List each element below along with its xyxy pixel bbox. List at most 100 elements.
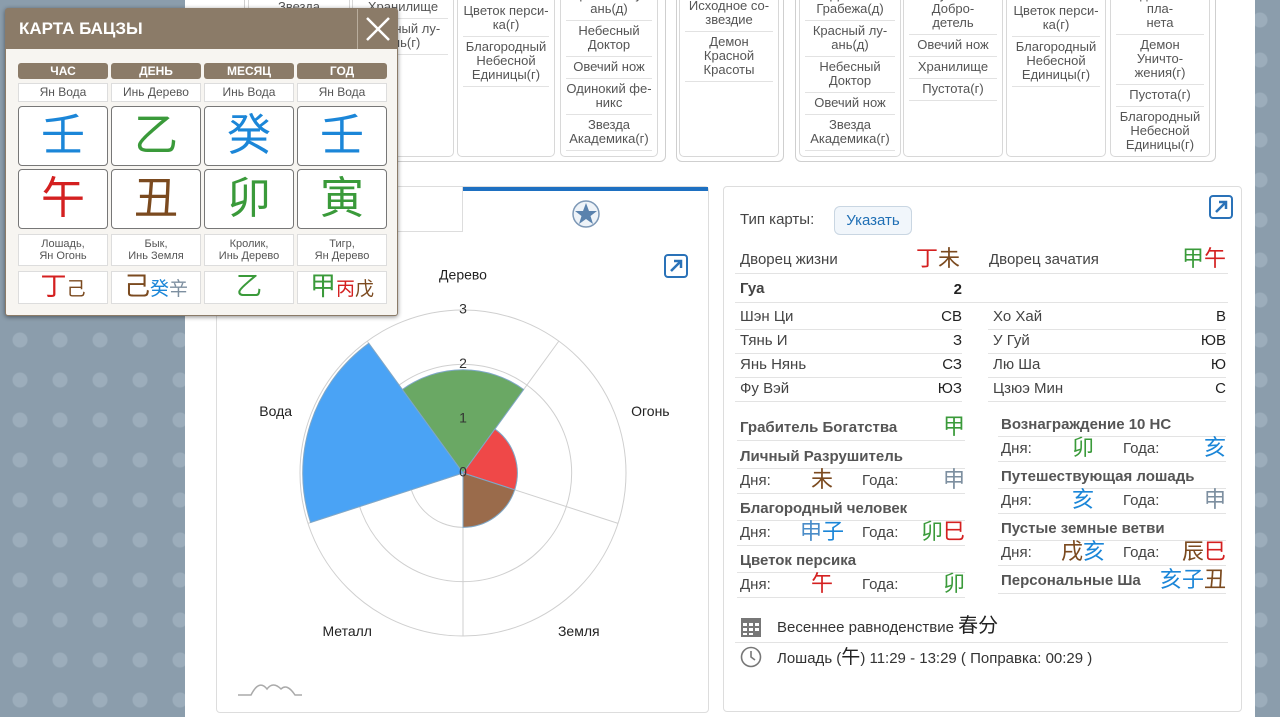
chart-type-label: Тип карты: — [740, 211, 815, 228]
stem-cell: 癸 — [204, 106, 294, 166]
glyph: 巳 — [1203, 540, 1226, 565]
star-name: Грабитель Богатства — [740, 419, 898, 436]
glyph: 戌 — [1060, 540, 1083, 565]
glyph: 己 — [66, 278, 86, 300]
separator — [735, 329, 962, 330]
hidden-stems: 己癸辛 — [111, 271, 201, 304]
day-label: Дня: — [1001, 440, 1032, 457]
stem-cell: 乙 — [111, 106, 201, 166]
day-label: Дня: — [1001, 544, 1032, 561]
chart-type-button[interactable]: Указать — [834, 206, 912, 235]
star-item: Благородный Небесной Единицы(г) — [463, 37, 549, 87]
stem-name: Инь Вода — [204, 83, 294, 102]
expand-icon[interactable] — [1209, 195, 1233, 219]
stem-cell: 壬 — [18, 106, 108, 166]
star-item: Благородный Небесной Единицы(г) — [1012, 37, 1100, 87]
year-label: Года: — [862, 524, 899, 541]
star-name: Благородный человек — [740, 500, 908, 517]
year-label: Года: — [862, 576, 899, 593]
glyph: 丑 — [1203, 568, 1226, 593]
glyph: 午 — [1203, 247, 1226, 272]
star-item: Овечий нож — [566, 57, 652, 79]
year-glyphs: 亥 — [1166, 437, 1226, 460]
branch-glyph: 丑 — [134, 173, 178, 224]
star-item: Овечий нож — [909, 35, 997, 57]
close-icon — [366, 17, 390, 41]
direction-value: СВ — [941, 308, 962, 325]
expand-icon[interactable] — [664, 254, 688, 278]
year-label: Года: — [1123, 544, 1160, 561]
category-label: Металл — [322, 623, 372, 639]
direction-name: Фу Вэй — [740, 380, 790, 397]
separator — [737, 493, 965, 494]
star-column: Исходное со- звездие Демон Красной Красот… — [679, 0, 779, 157]
solar-hour: Лошадь (午) 11:29 - 13:29 ( Поправка: 00:… — [777, 648, 1092, 668]
glyph: 子 — [822, 520, 845, 545]
direction-value: ЮВ — [1200, 332, 1226, 349]
star-item: Демон Красной Красоты — [685, 32, 773, 82]
palace-label: Дворец зачатия — [989, 251, 1099, 268]
direction-value: ЮЗ — [937, 380, 962, 397]
hour-suffix: ) 11:29 - 13:29 ( Поправка: 00:29 ) — [860, 650, 1093, 667]
solar-term-glyph: 春分 — [958, 613, 999, 637]
star-item: Пустота(г) — [909, 79, 997, 101]
star-name: Пустые земные ветви — [1001, 520, 1165, 537]
solar-term: Весеннее равноденствие 春分 — [777, 613, 999, 637]
stem-cell: 壬 — [297, 106, 387, 166]
day-label: Дня: — [740, 524, 771, 541]
year-label: Года: — [1123, 440, 1160, 457]
day-glyphs: 亥 — [1043, 489, 1123, 512]
day-glyphs: 卯 — [1043, 437, 1123, 460]
star-column: Демон Грабежа(д)Красный лу- ань(д)Небесн… — [799, 0, 901, 157]
branch-name: Тигр, Ян Дерево — [297, 234, 387, 266]
star-list: Демон Грабежа(д)Красный лу- ань(д)Небесн… — [800, 0, 900, 151]
separator — [735, 302, 1228, 303]
branch-glyph: 卯 — [227, 173, 271, 224]
star-name: Вознаграждение 10 НС — [1001, 416, 1172, 433]
direction-name: У Гуй — [993, 332, 1030, 349]
clock-icon — [740, 646, 762, 668]
direction-value: С — [1215, 380, 1226, 397]
star-item: Одинокая пла- нета — [1116, 0, 1204, 35]
star-column: Цветок перси- ка(г) Благородный Небесной … — [1006, 0, 1106, 157]
day-glyphs: 申子 — [782, 521, 862, 544]
separator — [735, 273, 1228, 274]
tab-active[interactable] — [463, 187, 708, 232]
glyph: 戊 — [355, 278, 375, 300]
glyph: 亥 — [1203, 436, 1226, 461]
stem-name: Ян Вода — [297, 83, 387, 102]
separator — [737, 572, 965, 573]
palace-label: Дворец жизни — [740, 251, 838, 268]
glyph: 申 — [942, 468, 965, 493]
direction-value: В — [1215, 308, 1226, 325]
star-list: Цветок перси- ка(г) Благородный Небесной … — [1007, 1, 1105, 87]
separator — [988, 401, 1226, 402]
stem-name: Ян Вода — [18, 83, 108, 102]
year-glyphs: 申 — [905, 469, 965, 492]
palace-glyphs: 甲午 — [1126, 249, 1226, 271]
star-column: Цветок перси- ка(г) Благородный Небесной … — [457, 0, 555, 157]
glyph: 午 — [810, 572, 833, 597]
separator — [998, 593, 1226, 594]
palace-glyphs: 丁未 — [860, 249, 960, 271]
star-item: Красный лу- ань(д) — [805, 21, 895, 57]
category-label: Вода — [259, 403, 292, 419]
calendar-icon — [741, 618, 761, 637]
r-tick-label: 0 — [459, 464, 467, 480]
branch-name: Кролик, Инь Дерево — [204, 234, 294, 266]
glyph: 甲 — [942, 415, 965, 440]
star-name: Личный Разрушитель — [740, 448, 903, 465]
glyph: 卯 — [1071, 436, 1094, 461]
star-item: Демон Уничто- жения(г) — [1116, 35, 1204, 85]
separator — [737, 440, 965, 441]
sector — [302, 342, 464, 524]
pillar-header: ГОД — [297, 63, 387, 79]
star-glyphs: 甲 — [865, 416, 965, 439]
sector — [462, 428, 518, 491]
glyph: 未 — [810, 468, 833, 493]
separator — [998, 565, 1226, 566]
direction-name: Шэн Ци — [740, 308, 794, 325]
year-glyphs: 辰巳 — [1166, 541, 1226, 564]
gua-label: Гуа — [740, 280, 765, 297]
close-button[interactable] — [357, 9, 398, 49]
